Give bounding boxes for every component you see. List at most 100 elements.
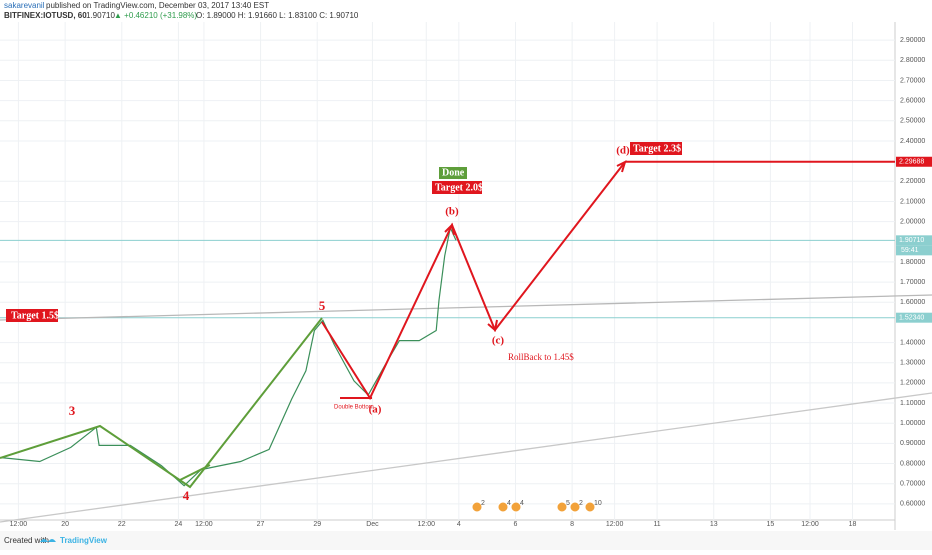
event-icon	[510, 501, 522, 513]
done-box	[439, 167, 467, 179]
y-tick-label: 2.10000	[900, 198, 925, 205]
red-waves	[321, 160, 627, 401]
series	[0, 225, 457, 487]
y-tick-label: 1.10000	[900, 400, 925, 407]
published: published on TradingView.com, December 0…	[46, 1, 269, 10]
wave-label: (a)	[369, 404, 382, 416]
ohlc: O: 1.89000 H: 1.91660 L: 1.83100 C: 1.90…	[196, 11, 359, 20]
event-icon	[556, 501, 568, 513]
y-tick-label: 1.60000	[900, 299, 925, 306]
x-tick-label: 27	[257, 521, 265, 528]
rollback-label: RollBack to 1.45$	[508, 352, 574, 362]
x-tick-label: 29	[313, 521, 321, 528]
done-label: Done !	[442, 167, 470, 178]
green-waves	[0, 317, 323, 489]
arrow-head	[616, 160, 627, 173]
wave-label: 5	[319, 298, 326, 313]
y-tick-label: 0.70000	[900, 481, 925, 488]
wave-label: 3	[69, 403, 76, 418]
x-tick-label: 24	[175, 521, 183, 528]
arrow-head	[444, 222, 455, 236]
price-label-box	[896, 235, 932, 246]
y-tick-label: 0.60000	[900, 501, 925, 508]
grid	[0, 22, 895, 520]
x-tick-label: 12:00	[606, 521, 624, 528]
x-tick-label: 11	[653, 521, 660, 528]
x-tick-label: 18	[849, 521, 857, 528]
event-count: 2	[481, 500, 485, 507]
y-tick-label: 2.80000	[900, 57, 925, 64]
y-tick-label: 2.60000	[900, 97, 925, 104]
y-tick-label: 1.00000	[900, 420, 925, 427]
y-tick-label: 0.80000	[900, 460, 925, 467]
price-label-box	[896, 312, 932, 323]
price-label-box	[896, 156, 932, 167]
price-label: 1.90710	[899, 237, 924, 244]
x-tick-label: 12:00	[10, 521, 28, 528]
trendline	[0, 392, 932, 523]
y-tick-label: 2.90000	[900, 37, 925, 44]
target-label: Target 1.5$	[11, 310, 59, 321]
target-label: Target 2.0$	[435, 182, 483, 193]
event-count: 2	[579, 500, 583, 507]
x-tick-label: 12:00	[801, 521, 819, 528]
y-tick-label: 1.80000	[900, 259, 925, 266]
wave-label: (c)	[492, 335, 505, 347]
wave-line	[179, 464, 211, 481]
x-tick-label: Dec	[366, 521, 379, 528]
x-tick-label: 8	[570, 521, 574, 528]
x-tick-label: 22	[118, 521, 126, 528]
symbol: BITFINEX:IOTUSD, 60	[4, 11, 87, 20]
target-label: Target 2.3$	[633, 143, 681, 154]
y-tick-label: 1.70000	[900, 279, 925, 286]
x-tick-label: 15	[766, 521, 774, 528]
wave-label: (b)	[445, 206, 459, 218]
event-icon	[471, 501, 483, 513]
trendline	[0, 294, 932, 321]
wave-label: 4	[183, 488, 190, 503]
footer-created: Created with	[4, 536, 49, 545]
wave-label: (d)	[616, 145, 630, 157]
y-tick-label: 2.50000	[900, 118, 925, 125]
x-tick-label: 6	[514, 521, 518, 528]
double-bottom-label: Double Bottom	[334, 405, 374, 411]
last-price: 1.90710	[86, 11, 115, 20]
event-count: 10	[594, 500, 602, 507]
arrow-head	[487, 319, 498, 332]
y-tick-label: 2.20000	[900, 178, 925, 185]
event-icon	[497, 501, 509, 513]
x-tick-label: 13	[710, 521, 718, 528]
price-label: 1.52340	[899, 315, 924, 322]
event-icon	[584, 501, 596, 513]
countdown-box	[896, 245, 932, 256]
event-count: 5	[566, 500, 570, 507]
footer-brand[interactable]: TradingView	[60, 536, 108, 545]
footer	[0, 531, 932, 550]
x-tick-label: 12:00	[417, 521, 435, 528]
x-tick-label: 20	[61, 521, 69, 528]
price-label: 2.29688	[899, 159, 924, 166]
target-box	[432, 181, 482, 194]
countdown: 59:41	[901, 247, 919, 254]
change: ▲ +0.46210 (+31.98%)	[114, 11, 197, 20]
events: 2 4 4 5 2 10	[471, 500, 602, 513]
price-line-series	[0, 225, 457, 487]
target-box	[6, 309, 58, 322]
y-tick-label: 2.70000	[900, 77, 925, 84]
y-tick-label: 0.90000	[900, 440, 925, 447]
event-count: 4	[520, 500, 524, 507]
y-tick-label: 1.20000	[900, 380, 925, 387]
y-tick-label: 2.40000	[900, 138, 925, 145]
event-icon	[569, 501, 581, 513]
y-tick-label: 1.40000	[900, 339, 925, 346]
x-tick-label: 4	[457, 521, 461, 528]
x-tick-label: 12:00	[195, 521, 213, 528]
logo	[40, 539, 56, 542]
target-box	[630, 142, 682, 155]
y-tick-label: 2.00000	[900, 218, 925, 225]
wave-line	[0, 317, 323, 489]
event-count: 4	[507, 500, 511, 507]
author[interactable]: sakarevanil	[4, 1, 45, 10]
